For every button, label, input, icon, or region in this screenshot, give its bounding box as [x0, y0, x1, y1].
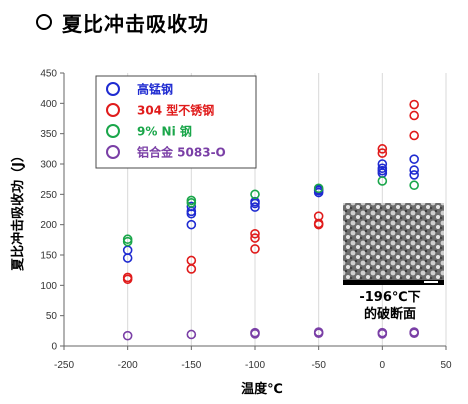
- y-tick-label: 450: [40, 69, 57, 80]
- x-tick-label: 0: [380, 360, 386, 371]
- data-points: [122, 99, 419, 341]
- data-point: [250, 233, 260, 243]
- data-point: [313, 219, 324, 230]
- circle-bullet-icon: [36, 14, 52, 30]
- axes: 0 50 100 150 200 250 300 350 400 450 -250 -200 -150 -…: [40, 69, 452, 372]
- y-tick-label: 0: [51, 342, 57, 353]
- data-point: [377, 159, 388, 169]
- data-point: [186, 198, 197, 208]
- data-point: [186, 329, 197, 340]
- y-tick-label: 400: [40, 99, 57, 110]
- data-point: [377, 329, 388, 339]
- data-point: [377, 148, 388, 158]
- y-tick-label: 150: [40, 251, 57, 262]
- legend-label: 304 型不锈钢: [137, 103, 214, 118]
- data-point: [409, 328, 419, 339]
- legend-label: 高锰钢: [137, 82, 173, 97]
- scale-bar-strip: [343, 280, 444, 285]
- data-point: [122, 253, 133, 263]
- data-point: [186, 264, 197, 274]
- fracture-inset: -196℃下 的破断面: [343, 203, 444, 322]
- scale-bar: [424, 281, 438, 283]
- y-tick-label: 50: [46, 311, 58, 322]
- data-point: [409, 99, 419, 110]
- heading: 夏比冲击吸收功: [36, 8, 209, 36]
- data-point: [250, 244, 260, 254]
- y-tick-label: 100: [40, 281, 57, 292]
- data-point: [377, 144, 388, 154]
- legend-label: 铝合金 5083-O: [137, 145, 226, 160]
- chart-title: 夏比冲击吸收功: [62, 11, 209, 36]
- x-tick-label: -100: [245, 360, 265, 371]
- legend-marker: [106, 145, 120, 159]
- x-tick-label: -50: [311, 360, 326, 371]
- y-tick-label: 250: [40, 190, 57, 201]
- legend-box: [95, 75, 257, 169]
- data-point: [313, 187, 324, 198]
- x-tick-label: 50: [440, 360, 452, 371]
- data-point: [122, 236, 133, 247]
- data-point: [409, 180, 419, 191]
- inset-caption-line2: 的破断面: [364, 306, 416, 322]
- x-tick-label: -150: [181, 360, 201, 371]
- inset-caption-line1: -196℃下: [359, 290, 420, 305]
- y-axis-title: 夏比冲击吸收功（J）: [10, 149, 26, 272]
- data-point: [409, 170, 419, 180]
- data-point: [409, 110, 419, 121]
- legend-marker: [106, 124, 120, 138]
- data-point: [377, 176, 388, 186]
- data-point: [409, 165, 419, 175]
- x-axis-title: 温度℃: [241, 381, 283, 397]
- x-tick-label: -200: [118, 360, 138, 371]
- data-point: [250, 228, 260, 239]
- fracture-surface-image: [343, 203, 444, 283]
- data-point: [122, 330, 133, 341]
- data-point: [313, 183, 324, 194]
- data-point: [313, 328, 324, 339]
- data-point: [250, 198, 260, 209]
- data-point: [409, 130, 419, 141]
- data-point: [409, 154, 419, 164]
- data-point: [186, 219, 197, 230]
- legend-marker: [106, 103, 120, 117]
- y-tick-label: 200: [40, 220, 57, 231]
- data-point: [250, 329, 260, 339]
- y-tick-label: 350: [40, 129, 57, 140]
- data-point: [122, 274, 133, 285]
- data-point: [250, 202, 260, 212]
- x-tick-label: -250: [54, 360, 74, 371]
- y-tick-label: 300: [40, 160, 57, 171]
- data-point: [250, 189, 260, 200]
- legend-label: 9% Ni 钢: [137, 124, 192, 139]
- data-point: [186, 208, 197, 219]
- legend-marker: [106, 82, 120, 96]
